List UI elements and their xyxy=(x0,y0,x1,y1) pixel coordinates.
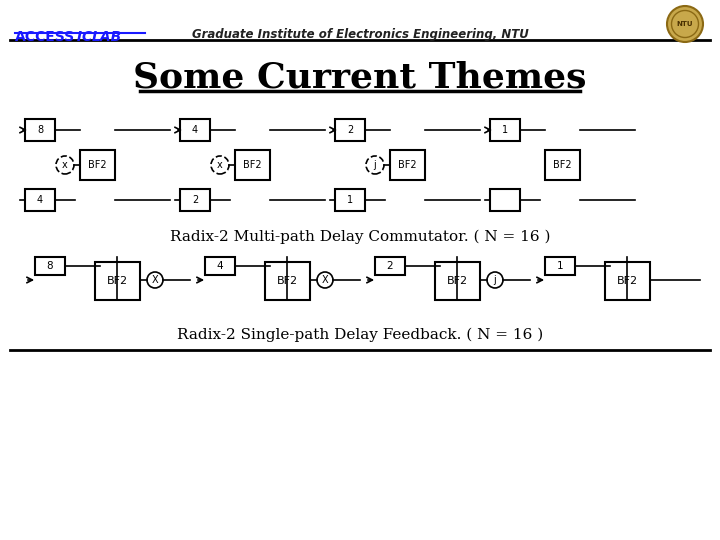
Bar xyxy=(35,257,65,275)
Text: j: j xyxy=(494,275,496,285)
Text: Some Current Themes: Some Current Themes xyxy=(133,60,587,94)
Bar xyxy=(235,150,270,180)
Text: 8: 8 xyxy=(37,125,43,135)
Text: BF2: BF2 xyxy=(398,160,417,170)
Text: 4: 4 xyxy=(192,125,198,135)
Bar xyxy=(335,189,365,211)
Text: BF2: BF2 xyxy=(277,276,298,286)
Text: IC: IC xyxy=(72,30,97,44)
Text: BF2: BF2 xyxy=(243,160,262,170)
Text: 2: 2 xyxy=(192,195,198,205)
Text: 4: 4 xyxy=(217,261,223,271)
Bar xyxy=(490,189,520,211)
Text: BF2: BF2 xyxy=(447,276,468,286)
Bar xyxy=(390,150,425,180)
Bar xyxy=(205,257,235,275)
Bar xyxy=(375,257,405,275)
Bar xyxy=(545,257,575,275)
Text: 1: 1 xyxy=(557,261,563,271)
Text: Radix-2 Multi-path Delay Commutator. ( N = 16 ): Radix-2 Multi-path Delay Commutator. ( N… xyxy=(170,230,550,245)
Bar xyxy=(490,119,520,141)
Text: BF2: BF2 xyxy=(553,160,572,170)
Text: ACCESS: ACCESS xyxy=(15,30,75,44)
Text: X: X xyxy=(152,275,158,285)
Text: Graduate Institute of Electronics Engineering, NTU: Graduate Institute of Electronics Engine… xyxy=(192,28,528,41)
Text: x: x xyxy=(62,160,68,170)
Text: NTU: NTU xyxy=(677,21,693,27)
Text: X: X xyxy=(322,275,328,285)
Bar xyxy=(605,262,650,300)
Bar xyxy=(25,119,55,141)
Text: 1: 1 xyxy=(347,195,353,205)
Text: Radix-2 Single-path Delay Feedback. ( N = 16 ): Radix-2 Single-path Delay Feedback. ( N … xyxy=(177,328,543,342)
Text: BF2: BF2 xyxy=(88,160,107,170)
Bar xyxy=(80,150,115,180)
Bar xyxy=(25,189,55,211)
Text: 4: 4 xyxy=(37,195,43,205)
Bar xyxy=(545,150,580,180)
Bar xyxy=(95,262,140,300)
Bar xyxy=(335,119,365,141)
Text: BF2: BF2 xyxy=(617,276,638,286)
Text: x: x xyxy=(217,160,223,170)
Text: 1: 1 xyxy=(502,125,508,135)
Text: 8: 8 xyxy=(47,261,53,271)
Text: BF2: BF2 xyxy=(107,276,128,286)
Bar xyxy=(435,262,480,300)
Bar xyxy=(265,262,310,300)
Text: 2: 2 xyxy=(347,125,353,135)
Bar xyxy=(180,119,210,141)
Text: 2: 2 xyxy=(387,261,393,271)
Circle shape xyxy=(667,6,703,42)
Text: j: j xyxy=(374,160,377,170)
Text: LAB: LAB xyxy=(92,30,122,44)
Bar xyxy=(180,189,210,211)
